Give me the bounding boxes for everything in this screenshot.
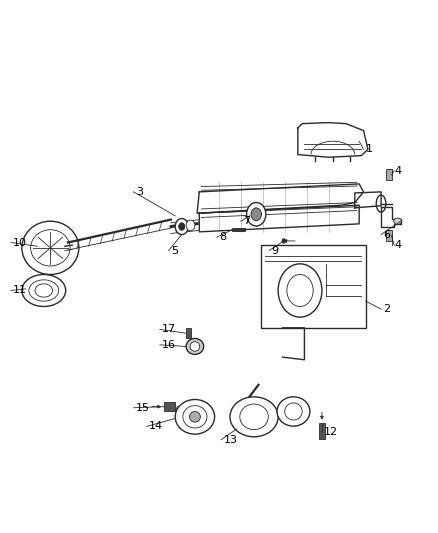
Polygon shape — [197, 184, 364, 213]
Ellipse shape — [394, 218, 402, 224]
Ellipse shape — [175, 400, 215, 434]
Text: 1: 1 — [366, 144, 373, 154]
Text: 2: 2 — [383, 304, 390, 314]
Ellipse shape — [230, 397, 278, 437]
Text: 16: 16 — [162, 340, 176, 350]
Text: 5: 5 — [171, 246, 178, 255]
Polygon shape — [355, 192, 381, 208]
Ellipse shape — [277, 397, 310, 426]
Bar — [386, 230, 392, 241]
Circle shape — [175, 219, 188, 235]
Circle shape — [282, 238, 286, 244]
Text: 6: 6 — [383, 230, 390, 239]
Circle shape — [186, 220, 195, 231]
Circle shape — [251, 208, 261, 221]
Polygon shape — [199, 205, 359, 232]
Text: 3: 3 — [136, 187, 143, 197]
Text: 7: 7 — [243, 216, 250, 226]
Text: 9: 9 — [272, 246, 279, 255]
Polygon shape — [381, 207, 401, 227]
Bar — [164, 402, 175, 411]
Text: 8: 8 — [219, 232, 226, 242]
Bar — [232, 228, 245, 231]
Ellipse shape — [186, 338, 204, 354]
Text: 15: 15 — [136, 403, 150, 413]
Text: 11: 11 — [13, 286, 27, 295]
Text: 10: 10 — [13, 238, 27, 247]
Bar — [261, 245, 366, 328]
Text: 17: 17 — [162, 325, 176, 334]
Text: 13: 13 — [223, 435, 237, 445]
Polygon shape — [298, 123, 368, 157]
Text: 12: 12 — [324, 427, 338, 437]
Text: 4: 4 — [394, 166, 401, 175]
Ellipse shape — [189, 411, 200, 422]
Circle shape — [247, 203, 266, 226]
Bar — [386, 169, 392, 180]
Circle shape — [179, 223, 185, 230]
Bar — [319, 423, 325, 439]
Text: 4: 4 — [394, 240, 401, 250]
Bar — [186, 328, 191, 338]
Ellipse shape — [190, 342, 200, 351]
Text: 14: 14 — [149, 422, 163, 431]
